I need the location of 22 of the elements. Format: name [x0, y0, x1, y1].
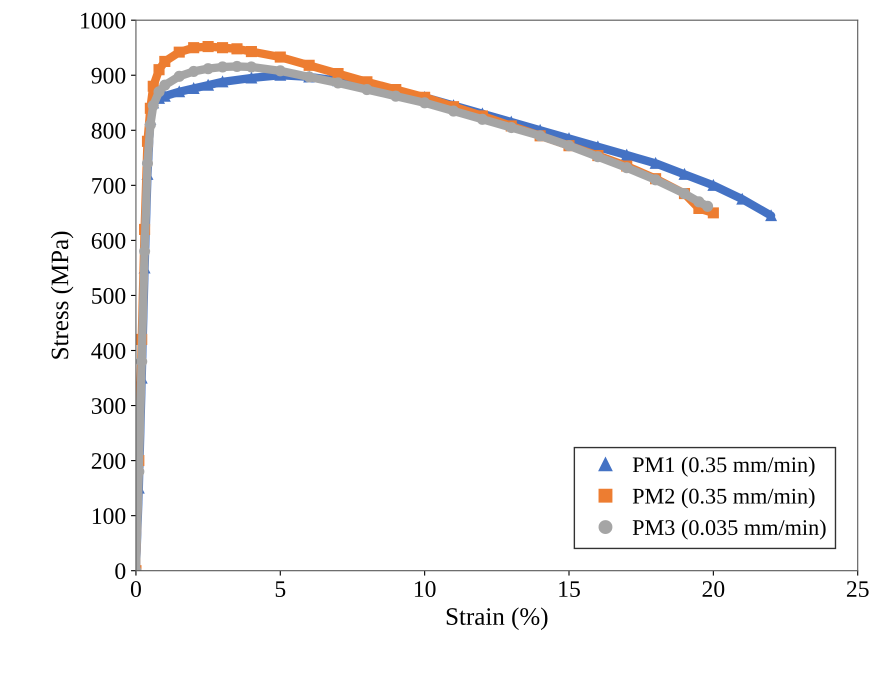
x-tick-label: 15	[559, 581, 580, 598]
y-tick-label: 1000	[81, 12, 126, 29]
legend-label: PM2 (0.35 mm/min)	[632, 488, 815, 508]
legend-label: PM3 (0.035 mm/min)	[632, 519, 826, 540]
y-tick-label: 800	[92, 122, 126, 139]
y-tick-label: 200	[92, 453, 126, 470]
x-tick-label: 10	[414, 581, 436, 598]
y-tick-label: 100	[92, 508, 126, 524]
y-tick-label: 0	[115, 563, 126, 580]
x-tick-label: 5	[276, 581, 286, 598]
y-tick-label: 300	[92, 398, 126, 414]
x-tick-label: 0	[130, 581, 141, 598]
y-tick-label: 500	[92, 288, 126, 304]
x-axis-title: Strain (%)	[446, 607, 548, 630]
y-tick-label: 600	[92, 232, 126, 249]
y-tick-label: 700	[92, 178, 126, 194]
y-tick-label: 400	[91, 342, 126, 359]
x-tick-label: 20	[702, 581, 724, 598]
y-axis-title: Stress (MPa)	[50, 232, 74, 359]
x-tick-label: 25	[846, 581, 869, 598]
y-tick-label: 900	[92, 68, 126, 84]
legend-label: PM1 (0.35 mm/min)	[632, 456, 815, 477]
